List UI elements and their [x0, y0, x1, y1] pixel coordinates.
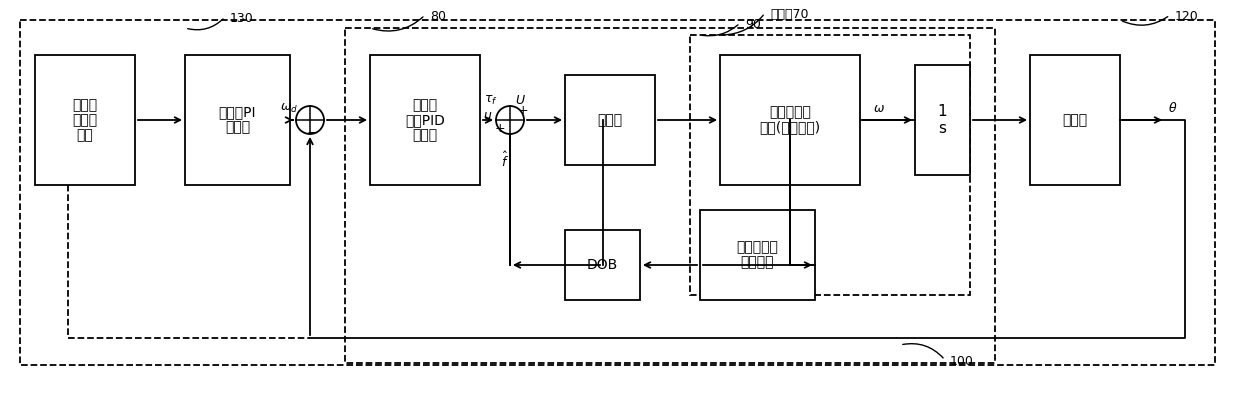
Text: 控制器: 控制器: [225, 121, 250, 134]
Text: $\omega_d$: $\omega_d$: [280, 101, 299, 115]
Text: 130: 130: [230, 12, 254, 25]
Bar: [35, 55, 135, 185]
Bar: [565, 75, 655, 165]
Text: DOB: DOB: [587, 258, 618, 272]
Text: 号处理: 号处理: [72, 113, 98, 127]
Bar: [720, 55, 860, 185]
Text: $\hat{f}$: $\hat{f}$: [501, 151, 509, 169]
Bar: [1030, 55, 1120, 185]
Bar: [185, 55, 290, 185]
Bar: [914, 65, 970, 175]
Text: 速度环被控: 速度环被控: [769, 106, 812, 119]
Text: 80: 80: [430, 10, 446, 23]
Text: 电位计: 电位计: [1062, 113, 1088, 127]
Bar: [370, 55, 479, 185]
Text: 系统: 系统: [77, 128, 93, 142]
Bar: [344, 28, 995, 363]
Text: +: +: [494, 121, 506, 134]
Text: $u$: $u$: [483, 108, 492, 121]
Bar: [20, 20, 1215, 365]
Text: 陷波器: 陷波器: [597, 113, 622, 127]
Text: 120: 120: [1175, 10, 1199, 23]
Text: $\theta$: $\theta$: [1168, 101, 1177, 115]
Text: s: s: [938, 121, 947, 136]
Text: $\tau_f$: $\tau_f$: [484, 93, 498, 106]
Text: 激光信: 激光信: [72, 98, 98, 112]
Text: 速度环70: 速度环70: [769, 8, 809, 21]
Text: $\omega$: $\omega$: [873, 102, 885, 115]
Text: 二阶巴特沃: 二阶巴特沃: [736, 240, 778, 255]
Text: $U$: $U$: [515, 93, 525, 106]
Text: 100: 100: [950, 355, 974, 368]
Text: 微分PID: 微分PID: [405, 113, 445, 127]
Text: 对象(含电流环): 对象(含电流环): [760, 121, 820, 134]
Text: 1: 1: [938, 104, 948, 119]
Bar: [690, 35, 970, 295]
Text: 小积分PI: 小积分PI: [219, 106, 256, 119]
Text: 90: 90: [745, 18, 761, 31]
Text: −: −: [306, 126, 318, 140]
Bar: [700, 210, 815, 300]
Text: 不完全: 不完全: [413, 98, 437, 112]
Text: 控制器: 控制器: [413, 128, 437, 142]
Bar: [565, 230, 641, 300]
Text: 斯滤波器: 斯滤波器: [741, 255, 774, 269]
Text: +: +: [518, 104, 528, 117]
